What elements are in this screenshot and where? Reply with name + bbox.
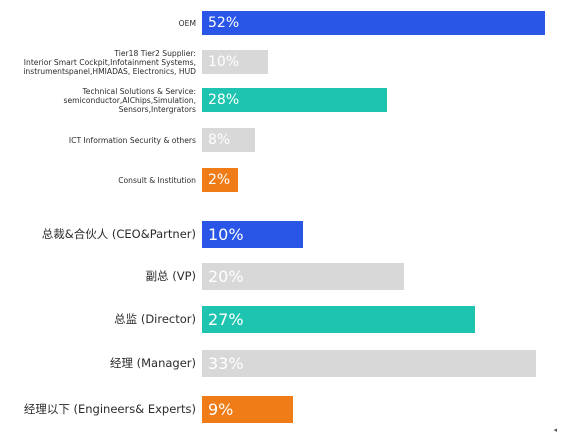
bar: 10% bbox=[202, 50, 268, 74]
bar: 28% bbox=[202, 88, 387, 112]
bar: 2% bbox=[202, 168, 238, 192]
bar: 52% bbox=[202, 11, 545, 35]
category-label: ICT Information Security & others bbox=[68, 135, 196, 145]
bar: 27% bbox=[202, 305, 476, 333]
category-label: 经理 (Manager) bbox=[109, 356, 196, 370]
bar: 8% bbox=[202, 128, 255, 152]
bar-value-label: 27% bbox=[208, 309, 244, 329]
category-label: Tier18 Tier2 Supplier: Interior Smart Co… bbox=[23, 48, 196, 76]
bar: 20% bbox=[202, 262, 405, 290]
bar-value-label: 10% bbox=[208, 224, 244, 244]
bar-value-label: 52% bbox=[208, 15, 240, 31]
bar-value-label: 2% bbox=[208, 172, 231, 188]
category-label: 总裁&合伙人 (CEO&Partner) bbox=[41, 227, 196, 241]
bar-value-label: 9% bbox=[208, 399, 234, 419]
bar-value-label: 8% bbox=[208, 132, 231, 148]
bar-value-label: 20% bbox=[208, 266, 244, 286]
bar: 10% bbox=[202, 220, 304, 248]
category-label: Consult & Institution bbox=[118, 175, 196, 185]
bar-value-label: 33% bbox=[208, 353, 244, 373]
bar-value-label: 28% bbox=[208, 92, 240, 108]
bar: 9% bbox=[202, 395, 294, 423]
category-label: 副总 (VP) bbox=[145, 269, 196, 283]
corner-arrow-icon: ◂ bbox=[553, 426, 557, 434]
category-label: 经理以下 (Engineers& Experts) bbox=[23, 402, 196, 416]
category-label: OEM bbox=[178, 18, 196, 28]
category-label: Technical Solutions & Service: semicondu… bbox=[63, 86, 196, 114]
category-label: 总监 (Director) bbox=[114, 312, 196, 326]
bar: 33% bbox=[202, 349, 536, 377]
bar-value-label: 10% bbox=[208, 54, 240, 70]
